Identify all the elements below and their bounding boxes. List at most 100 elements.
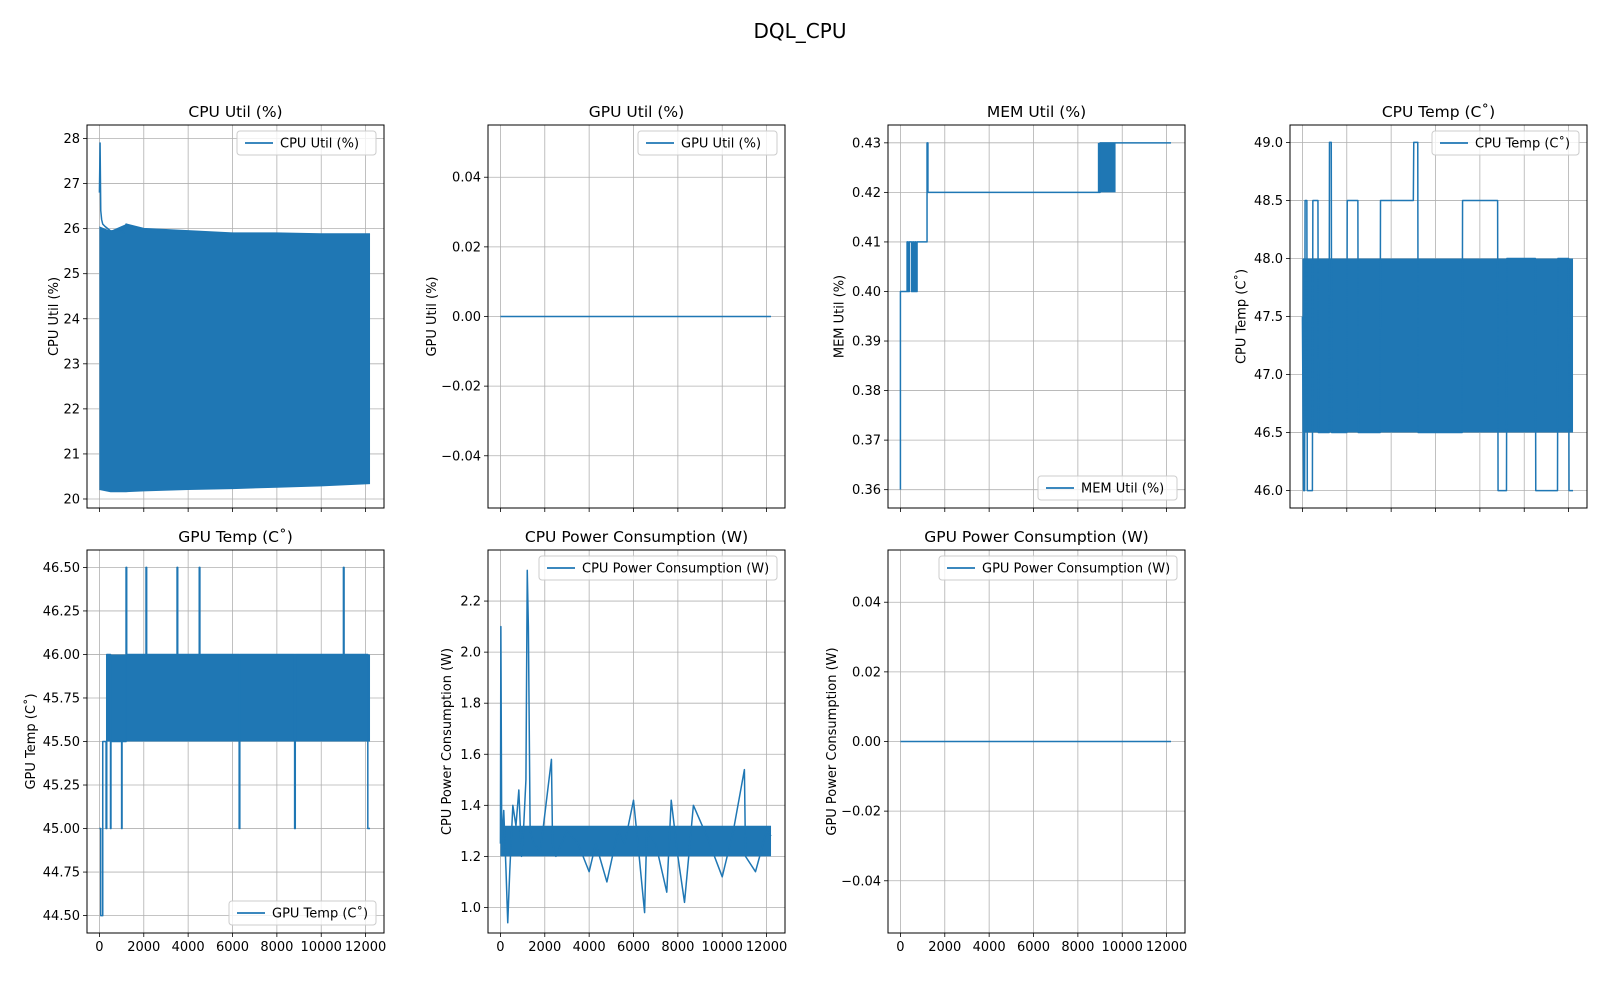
legend: CPU Temp (C˚) — [1431, 130, 1580, 156]
legend-label: GPU Power Consumption (W) — [982, 562, 1170, 577]
y-tick-label: 46.50 — [43, 561, 80, 576]
x-tick-label: 2000 — [928, 940, 961, 955]
y-tick-label: 1.4 — [460, 799, 481, 814]
x-tick-label: 12000 — [345, 940, 386, 955]
y-tick-label: 21 — [63, 447, 80, 462]
y-tick-label: 45.75 — [43, 691, 80, 706]
y-axis-label: GPU Power Consumption (W) — [825, 647, 840, 835]
chart-panel-mem-util: 0.36 0.37 0.38 0.39 0.40 0.41 0.42 0.43 MEM Util… — [833, 103, 1186, 512]
y-tick-label: −0.04 — [441, 449, 481, 464]
plot-area — [499, 569, 772, 924]
x-tick-label: 10000 — [301, 940, 342, 955]
y-tick-label: 0.04 — [452, 171, 481, 186]
series-band — [106, 654, 371, 742]
y-tick-label: 0.02 — [852, 665, 881, 680]
chart-panel-cpu-temp: 46.0 46.5 47.0 47.5 48.0 48.5 49.0 CPU Temp (C˚… — [1234, 103, 1588, 512]
y-tick-label: 48.5 — [1254, 194, 1283, 209]
y-tick-label: 25 — [63, 267, 80, 282]
y-tick-label: 46.25 — [43, 604, 80, 619]
y-tick-label: 2.2 — [460, 595, 481, 610]
chart-panel-gpu-util: −0.04 −0.02 0.00 0.02 0.04 GPU Util (%) GPU Ut… — [425, 103, 786, 512]
y-tick-label: 1.0 — [460, 901, 481, 916]
y-axis-label: MEM Util (%) — [833, 275, 848, 358]
legend: GPU Power Consumption (W) — [938, 555, 1178, 581]
figure-title: DQL_CPU — [754, 19, 847, 43]
legend-box — [236, 130, 377, 156]
y-axis-label: CPU Util (%) — [47, 277, 62, 356]
plot-area — [98, 142, 371, 493]
series-band — [1302, 258, 1574, 433]
y-tick-label: 45.00 — [43, 822, 80, 837]
legend: MEM Util (%) — [1037, 475, 1178, 501]
y-tick-label: 1.6 — [460, 748, 481, 763]
legend-label: CPU Power Consumption (W) — [582, 562, 769, 577]
y-tick-label: −0.02 — [841, 805, 881, 820]
legend: GPU Util (%) — [637, 130, 778, 156]
y-tick-label: 24 — [63, 312, 80, 327]
y-tick-label: 46.00 — [43, 648, 80, 663]
axes-frame — [887, 124, 1186, 509]
x-tick-label: 10000 — [1102, 940, 1143, 955]
series-band — [1097, 142, 1116, 193]
plot-area — [99, 566, 371, 917]
y-tick-label: 0.36 — [852, 483, 881, 498]
y-axis-label: GPU Temp (C˚) — [23, 693, 39, 789]
series-line — [99, 566, 371, 917]
chart-panel-gpu-power: 0 2000 4000 6000 8000 10000 12000 −0.04 −0.02 0.0… — [825, 528, 1187, 955]
plot-area — [899, 142, 1172, 490]
chart-title: GPU Power Consumption (W) — [924, 528, 1148, 546]
chart-title: CPU Util (%) — [188, 103, 282, 121]
y-tick-label: 48.0 — [1254, 252, 1283, 267]
chart-title: CPU Power Consumption (W) — [525, 528, 748, 546]
x-tick-label: 8000 — [260, 940, 293, 955]
y-tick-label: 49.0 — [1254, 136, 1283, 151]
y-tick-label: 44.75 — [43, 866, 80, 881]
y-tick-label: 0.41 — [852, 235, 881, 250]
series-band — [99, 224, 371, 493]
y-tick-label: 46.0 — [1254, 484, 1283, 499]
y-tick-label: 0.42 — [852, 186, 881, 201]
chart-title: GPU Util (%) — [589, 103, 684, 121]
y-tick-label: 27 — [63, 177, 80, 192]
x-tick-label: 6000 — [216, 940, 249, 955]
x-tick-label: 4000 — [172, 940, 205, 955]
y-tick-label: 0.02 — [452, 240, 481, 255]
plot-area — [1301, 141, 1574, 492]
y-tick-label: 47.5 — [1254, 310, 1283, 325]
series-band — [500, 825, 772, 857]
y-tick-label: 23 — [63, 357, 80, 372]
x-tick-label: 8000 — [661, 940, 694, 955]
y-tick-label: 44.50 — [43, 909, 80, 924]
y-tick-label: 0.04 — [852, 596, 881, 611]
x-tick-label: 12000 — [1146, 940, 1187, 955]
chart-title: MEM Util (%) — [987, 103, 1086, 121]
x-tick-label: 12000 — [746, 940, 787, 955]
x-tick-label: 2000 — [127, 940, 160, 955]
x-tick-label: 10000 — [702, 940, 743, 955]
y-tick-label: 0.00 — [452, 310, 481, 325]
series-line — [899, 142, 1172, 490]
y-tick-label: 0.40 — [852, 285, 881, 300]
legend-box — [1037, 475, 1178, 501]
y-tick-label: 0.39 — [852, 335, 881, 350]
series-line — [1301, 141, 1574, 492]
legend-box — [1431, 130, 1580, 156]
x-tick-label: 6000 — [617, 940, 650, 955]
legend-label: MEM Util (%) — [1081, 482, 1164, 497]
chart-panel-cpu-power: 0 2000 4000 6000 8000 10000 12000 1.0 1.2 1.4 1.6 1… — [440, 528, 787, 955]
y-tick-label: 0.38 — [852, 384, 881, 399]
legend-box — [637, 130, 778, 156]
chart-panel-cpu-util: 20 21 22 23 24 25 26 27 28 CPU Util (%) CPU Util (… — [47, 103, 385, 512]
y-tick-label: 46.5 — [1254, 426, 1283, 441]
y-axis-label: CPU Temp (C˚) — [1234, 269, 1250, 364]
y-axis-label: GPU Util (%) — [425, 276, 440, 356]
y-tick-label: 0.43 — [852, 136, 881, 151]
legend-box — [538, 555, 778, 581]
x-tick-label: 6000 — [1017, 940, 1050, 955]
y-tick-label: 22 — [63, 402, 80, 417]
y-tick-label: 26 — [63, 222, 80, 237]
legend-label: GPU Temp (C˚) — [272, 906, 368, 922]
chart-title: GPU Temp (C˚) — [178, 528, 293, 546]
legend-label: CPU Util (%) — [280, 137, 359, 152]
x-tick-label: 2000 — [528, 940, 561, 955]
